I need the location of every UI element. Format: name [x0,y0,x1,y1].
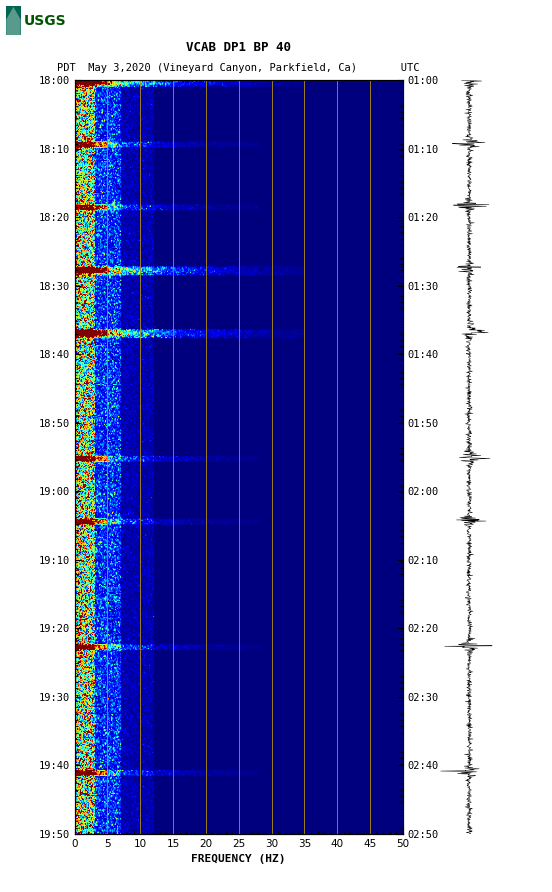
Text: VCAB DP1 BP 40: VCAB DP1 BP 40 [186,40,291,54]
X-axis label: FREQUENCY (HZ): FREQUENCY (HZ) [192,855,286,864]
FancyBboxPatch shape [6,6,22,35]
Text: PDT  May 3,2020 (Vineyard Canyon, Parkfield, Ca)       UTC: PDT May 3,2020 (Vineyard Canyon, Parkfie… [57,63,420,73]
Text: USGS: USGS [24,13,67,28]
Polygon shape [6,7,20,35]
